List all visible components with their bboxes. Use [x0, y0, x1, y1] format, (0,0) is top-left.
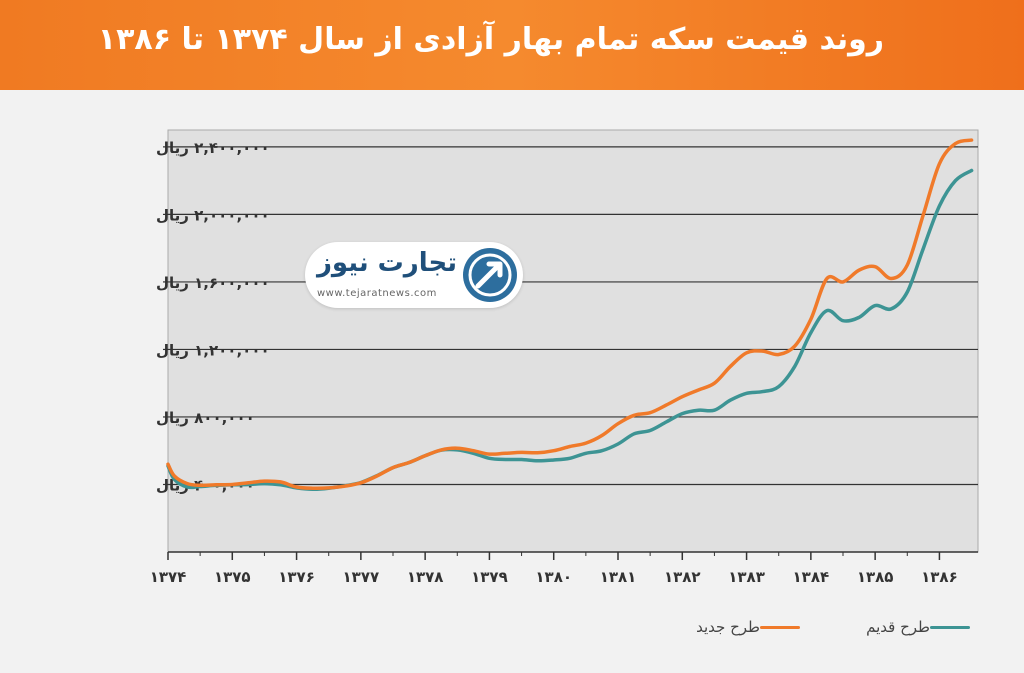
- chart-legend: طرح جدید طرح قدیم: [660, 615, 980, 639]
- x-axis-labels: ۱۳۷۴ ۱۳۷۵ ۱۳۷۶ ۱۳۷۷ ۱۳۷۸ ۱۳۷۹ ۱۳۸۰ ۱۳۸۱ ۱۳۸۲ ۱۳۸۳…: [150, 568, 958, 586]
- logo-url: www.tejaratnews.com: [317, 288, 437, 299]
- title-banner: روند قیمت سکه تمام بهار آزادی از سال ۱۳۷…: [0, 0, 1024, 90]
- legend-label-old: طرح قدیم: [866, 618, 930, 636]
- logo-name: تجارت نیوز: [316, 248, 457, 278]
- x-tick-label: ۱۳۸۶: [921, 568, 958, 586]
- x-tick-label: ۱۳۸۴: [793, 568, 830, 586]
- legend-item-old: طرح قدیم: [866, 615, 980, 639]
- x-tick-label: ۱۳۸۲: [664, 568, 701, 586]
- series-line-new: [166, 138, 974, 490]
- y-tick-label: ۸۰۰,۰۰۰ ریال: [156, 409, 255, 427]
- tejaratnews-logo: تجارت نیوز www.tejaratnews.com: [305, 242, 523, 308]
- chart-title: روند قیمت سکه تمام بهار آزادی از سال ۱۳۷…: [97, 22, 884, 57]
- x-tick-label: ۱۳۷۹: [471, 568, 508, 586]
- legend-swatch-old: [930, 625, 970, 629]
- x-tick-label: ۱۳۸۰: [535, 568, 572, 586]
- legend-swatch-new: [760, 625, 800, 629]
- plot-area: [167, 129, 979, 553]
- x-tick-label: ۱۳۷۴: [150, 568, 187, 586]
- y-tick-label: ۲,۴۰۰,۰۰۰ ریال: [156, 139, 270, 157]
- legend-label-new: طرح جدید: [696, 618, 760, 636]
- data-series: [166, 138, 974, 491]
- x-tick-label: ۱۳۷۶: [278, 568, 315, 586]
- y-tick-label: ۱,۶۰۰,۰۰۰ ریال: [156, 274, 270, 292]
- x-tick-label: ۱۳۷۸: [407, 568, 444, 586]
- legend-item-new: طرح جدید: [696, 615, 810, 639]
- x-tick-label: ۱۳۸۳: [728, 568, 765, 586]
- x-tick-label: ۱۳۸۱: [600, 568, 637, 586]
- logo-arrow-icon: [463, 248, 517, 302]
- x-tick-label: ۱۳۷۵: [214, 568, 251, 586]
- x-tick-label: ۱۳۸۵: [857, 568, 894, 586]
- y-tick-label: ۱,۲۰۰,۰۰۰ ریال: [156, 341, 270, 359]
- y-tick-label: ۲,۰۰۰,۰۰۰ ریال: [156, 206, 270, 224]
- x-tick-label: ۱۳۷۷: [343, 568, 380, 586]
